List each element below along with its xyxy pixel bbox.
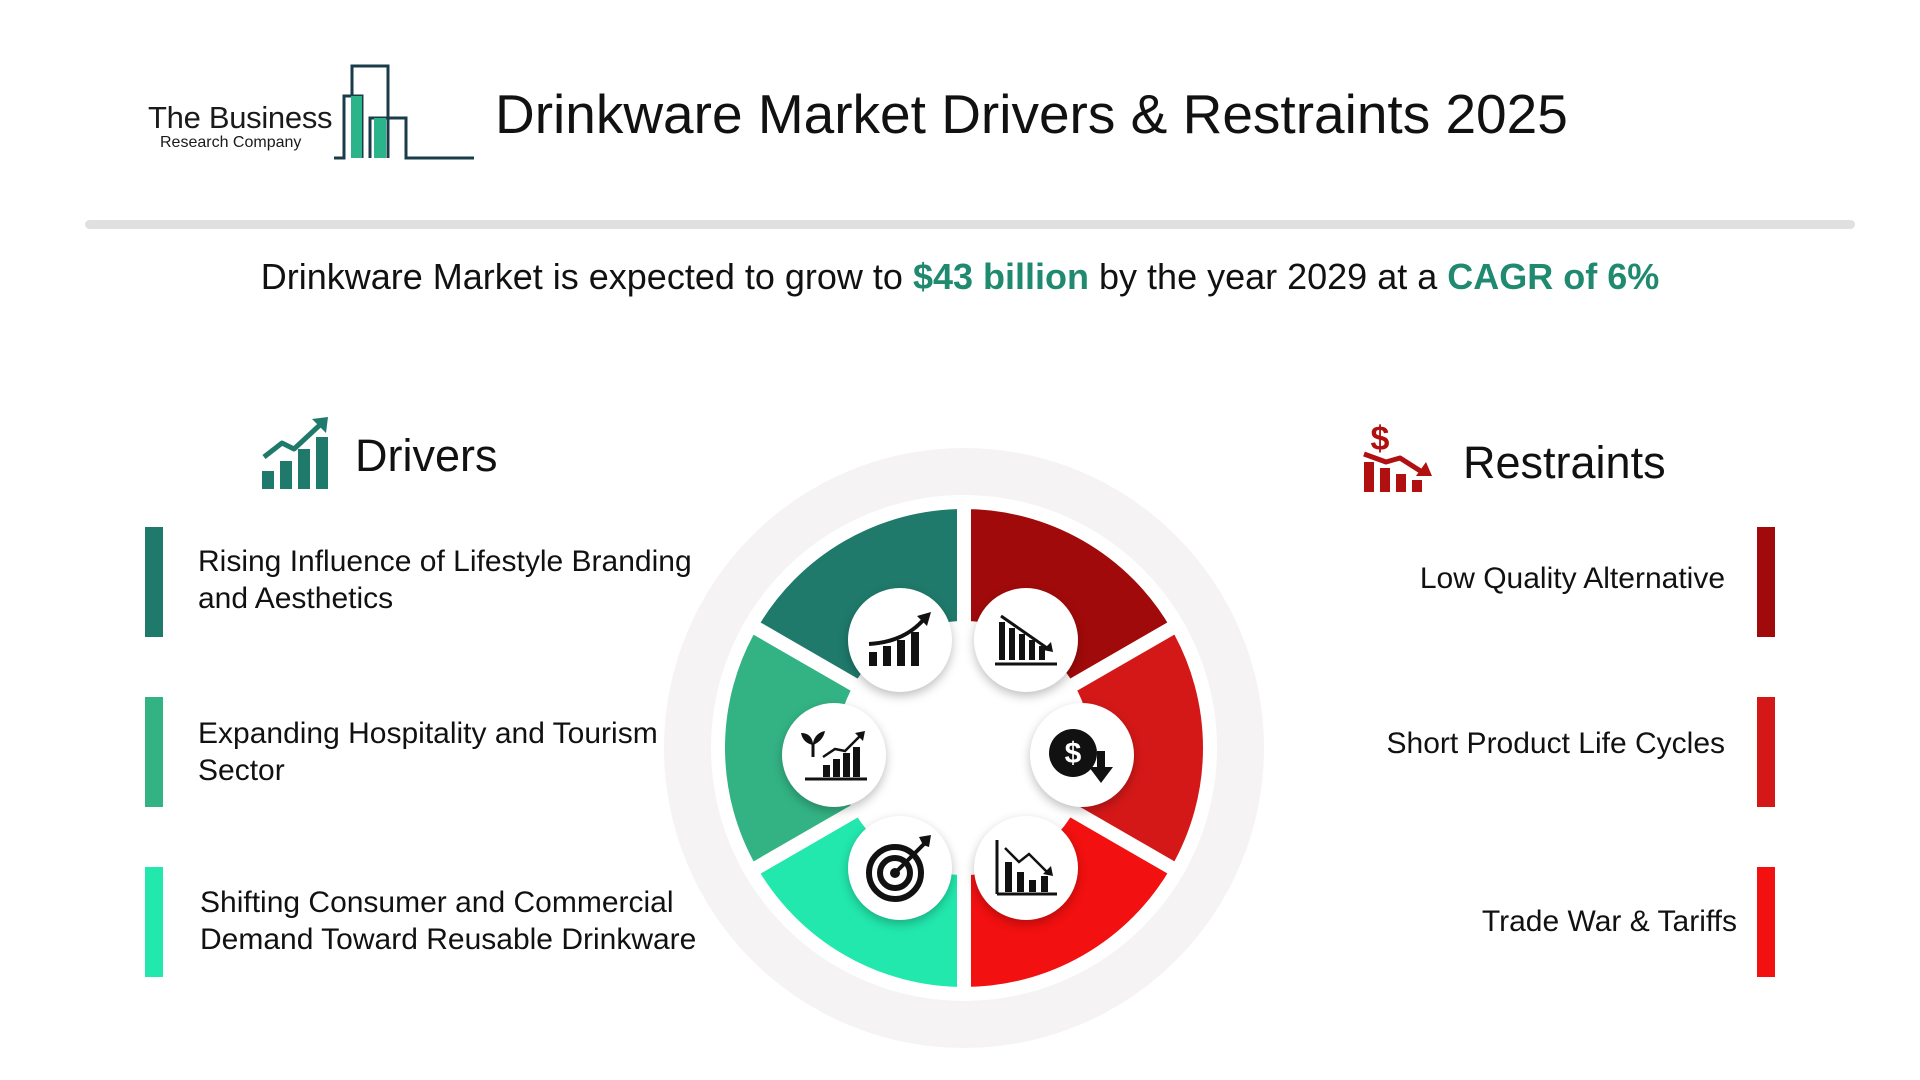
driver-3-bar bbox=[145, 867, 163, 977]
summary-middle: by the year 2029 at a bbox=[1089, 256, 1448, 297]
restraint-2-label: Short Product Life Cycles bbox=[1386, 727, 1725, 760]
wheel-icon-decline-bars bbox=[974, 588, 1078, 692]
wheel-icon-dollar-down: $ bbox=[1030, 703, 1134, 807]
wheel-icon-growth bbox=[848, 588, 952, 692]
restraint-1-bar bbox=[1757, 527, 1775, 637]
market-value: $43 billion bbox=[912, 256, 1090, 297]
growth-bars-icon bbox=[262, 417, 328, 489]
summary-prefix: Drinkware Market is expected to grow to bbox=[260, 256, 913, 297]
restraints-heading: Restraints bbox=[1463, 437, 1666, 488]
dollar-decline-icon: $ bbox=[1363, 420, 1432, 492]
wheel-icon-decline-chart bbox=[974, 816, 1078, 920]
wheel-graphic bbox=[664, 448, 1264, 1048]
page-title: Drinkware Market Drivers & Restraints 20… bbox=[495, 83, 1568, 145]
market-summary: Drinkware Market is expected to grow to … bbox=[0, 256, 1920, 298]
svg-text:$: $ bbox=[1065, 737, 1082, 770]
driver-1-label: Rising Influence of Lifestyle Branding a… bbox=[198, 545, 692, 615]
driver-3-label: Shifting Consumer and Commercial Demand … bbox=[200, 886, 697, 956]
drivers-heading: Drivers bbox=[355, 430, 498, 481]
driver-2-bar bbox=[145, 697, 163, 807]
driver-1-bar bbox=[145, 527, 163, 637]
growth-chart-icon bbox=[868, 612, 931, 666]
driver-2-label: Expanding Hospitality and Tourism Sector bbox=[198, 717, 658, 787]
logo-text-secondary: Research Company bbox=[160, 134, 302, 151]
logo-text-primary: The Business bbox=[148, 100, 333, 135]
declining-chart-icon bbox=[995, 840, 1057, 896]
market-cagr: CAGR of 6% bbox=[1447, 256, 1660, 297]
drivers-restraints-wheel: $ bbox=[664, 448, 1264, 1048]
target-icon bbox=[866, 835, 931, 902]
restraint-3-label: Trade War & Tariffs bbox=[1481, 905, 1737, 938]
plant-growth-chart-icon bbox=[801, 731, 867, 781]
header-divider bbox=[85, 220, 1855, 229]
restraint-1-label: Low Quality Alternative bbox=[1419, 562, 1725, 595]
restraint-3-bar bbox=[1757, 867, 1775, 977]
dollar-down-icon: $ bbox=[1049, 729, 1113, 783]
wheel-icon-target bbox=[848, 816, 952, 920]
logo-buildings-icon bbox=[334, 64, 474, 160]
wheel-icon-plant-growth bbox=[782, 703, 886, 807]
svg-text:$: $ bbox=[1371, 420, 1390, 458]
restraint-2-bar bbox=[1757, 697, 1775, 807]
declining-bars-icon bbox=[995, 614, 1057, 666]
company-logo: The Business Research Company bbox=[148, 62, 474, 162]
